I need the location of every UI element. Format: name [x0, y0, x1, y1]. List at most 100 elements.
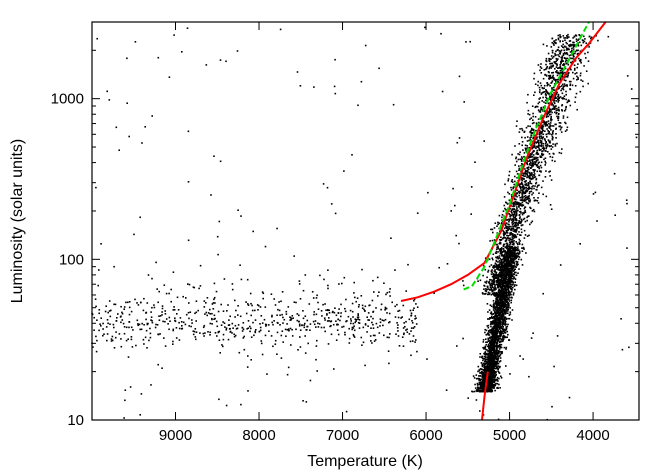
scatter-point — [504, 232, 507, 234]
scatter-point — [575, 72, 578, 74]
scatter-point — [507, 310, 509, 312]
scatter-point — [483, 382, 485, 385]
scatter-point — [502, 303, 504, 305]
scatter-point — [345, 298, 347, 301]
scatter-point — [538, 192, 540, 194]
scatter-point — [501, 222, 503, 224]
scatter-point — [298, 280, 301, 282]
scatter-point — [124, 389, 127, 391]
scatter-point — [498, 266, 501, 269]
scatter-point — [565, 49, 568, 51]
scatter-point — [502, 334, 505, 337]
scatter-point — [562, 117, 565, 119]
scatter-point — [488, 384, 490, 387]
scatter-point — [502, 288, 505, 290]
scatter-point — [501, 285, 503, 288]
scatter-point — [498, 313, 500, 315]
scatter-point — [360, 295, 363, 297]
scatter-point — [497, 340, 499, 342]
scatter-point — [489, 289, 491, 291]
scatter-point — [513, 269, 515, 271]
scatter-point — [288, 329, 290, 332]
scatter-point — [515, 255, 517, 258]
scatter-point — [495, 353, 498, 356]
scatter-point — [241, 326, 244, 329]
scatter-point — [351, 326, 354, 329]
scatter-point — [542, 136, 545, 138]
scatter-point — [565, 46, 567, 48]
scatter-point — [496, 312, 498, 314]
scatter-point — [114, 303, 117, 306]
scatter-point — [266, 373, 268, 375]
scatter-point — [497, 221, 499, 224]
scatter-point — [494, 362, 496, 364]
scatter-point — [536, 164, 539, 166]
scatter-point — [481, 292, 484, 294]
scatter-point — [487, 269, 490, 272]
scatter-point — [548, 122, 550, 125]
scatter-point — [505, 290, 507, 292]
scatter-point — [501, 352, 503, 355]
scatter-point — [515, 241, 517, 243]
scatter-point — [535, 147, 537, 149]
scatter-point — [557, 80, 559, 83]
scatter-point — [540, 186, 543, 189]
scatter-point — [472, 375, 475, 377]
scatter-point — [523, 212, 525, 215]
scatter-point — [580, 62, 582, 64]
scatter-point — [490, 311, 493, 313]
scatter-point — [533, 72, 536, 75]
scatter-point — [481, 364, 484, 366]
scatter-point — [295, 301, 297, 304]
scatter-point — [190, 325, 192, 328]
scatter-point — [323, 278, 325, 281]
scatter-point — [502, 320, 504, 322]
scatter-point — [504, 280, 507, 282]
scatter-point — [519, 252, 521, 254]
scatter-point — [526, 219, 528, 222]
scatter-point — [411, 320, 413, 322]
scatter-point — [483, 377, 486, 380]
scatter-point — [483, 364, 486, 367]
scatter-point — [522, 218, 525, 221]
scatter-point — [367, 312, 370, 314]
scatter-point — [223, 322, 226, 324]
scatter-point — [128, 326, 130, 329]
scatter-point — [510, 219, 513, 221]
scatter-point — [505, 251, 507, 254]
scatter-point — [514, 258, 517, 260]
scatter-point — [502, 332, 504, 335]
scatter-point — [489, 278, 491, 281]
scatter-point — [508, 280, 511, 283]
scatter-point — [553, 105, 555, 108]
scatter-point — [514, 224, 517, 226]
scatter-point — [494, 342, 497, 344]
scatter-point — [315, 313, 318, 316]
scatter-point — [512, 256, 515, 258]
scatter-point — [514, 229, 516, 232]
scatter-point — [175, 337, 178, 339]
scatter-point — [525, 149, 527, 151]
scatter-point — [535, 182, 537, 185]
scatter-point — [519, 158, 522, 161]
scatter-point — [158, 319, 161, 321]
scatter-point — [498, 283, 500, 286]
scatter-point — [494, 314, 497, 316]
scatter-point — [514, 268, 516, 270]
scatter-point — [361, 307, 364, 309]
scatter-point — [561, 110, 564, 112]
scatter-point — [311, 291, 314, 293]
scatter-point — [506, 294, 509, 297]
scatter-point — [262, 292, 265, 295]
scatter-point — [98, 329, 100, 332]
scatter-point — [559, 40, 561, 43]
scatter-point — [492, 365, 494, 367]
scatter-point — [348, 327, 350, 330]
scatter-point — [490, 325, 492, 328]
scatter-point — [540, 127, 543, 129]
scatter-point — [491, 379, 493, 382]
scatter-point — [550, 58, 552, 60]
scatter-point — [514, 284, 516, 286]
scatter-point — [157, 363, 159, 366]
scatter-point — [574, 60, 577, 62]
